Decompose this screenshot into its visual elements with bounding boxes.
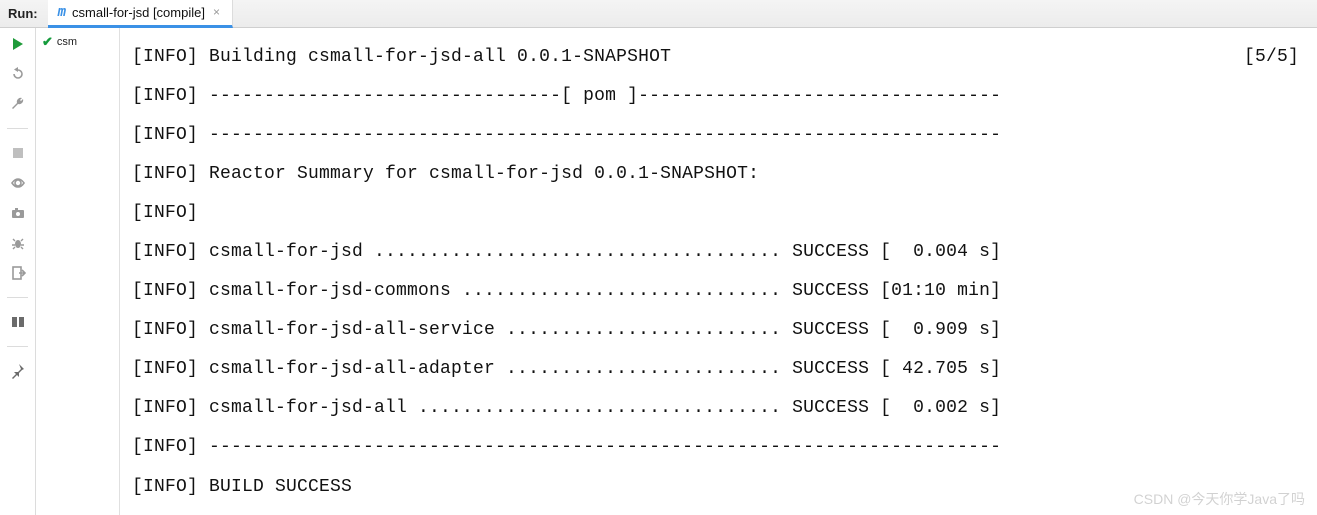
console-text-right: [5/5] — [1244, 38, 1299, 77]
separator — [7, 128, 28, 129]
console-line: [INFO] csmall-for-jsd-all ..............… — [132, 389, 1299, 428]
show-icon[interactable] — [8, 173, 28, 193]
pin-icon[interactable] — [8, 361, 28, 381]
console-line: [INFO] csmall-for-jsd-all-adapter ......… — [132, 350, 1299, 389]
bug-icon[interactable] — [8, 233, 28, 253]
console-text: [INFO] Building csmall-for-jsd-all 0.0.1… — [132, 38, 671, 77]
console-line: [INFO] csmall-for-jsd-all-service ......… — [132, 311, 1299, 350]
success-check-icon: ✔ — [42, 34, 53, 50]
rerun-icon[interactable] — [8, 64, 28, 84]
run-label: Run: — [6, 6, 48, 21]
exit-icon[interactable] — [8, 263, 28, 283]
tree-root-item[interactable]: ✔ csm — [38, 32, 117, 52]
console-text: [INFO] BUILD SUCCESS — [132, 468, 352, 507]
console-line: [INFO] Reactor Summary for csmall-for-js… — [132, 155, 1299, 194]
console-line: [INFO] — [132, 194, 1299, 233]
console-text: [INFO] csmall-for-jsd ..................… — [132, 233, 1001, 272]
separator — [7, 297, 28, 298]
camera-icon[interactable] — [8, 203, 28, 223]
console-line: [INFO] BUILD SUCCESS — [132, 468, 1299, 507]
maven-icon: m — [58, 5, 66, 19]
console-line: [INFO] Building csmall-for-jsd-all 0.0.1… — [132, 38, 1299, 77]
console-line: [INFO] --------------------------------[… — [132, 77, 1299, 116]
tree-item-label: csm — [57, 36, 77, 48]
tab-bar: Run: m csmall-for-jsd [compile] × — [0, 0, 1317, 28]
console-line: [INFO] csmall-for-jsd ..................… — [132, 233, 1299, 272]
console-text: [INFO] Reactor Summary for csmall-for-js… — [132, 155, 759, 194]
console-text: [INFO] csmall-for-jsd-all-adapter ......… — [132, 350, 1001, 389]
console-text: [INFO] --------------------------------[… — [132, 77, 1001, 116]
console-text: [INFO] ---------------------------------… — [132, 428, 1001, 467]
run-tree: ✔ csm — [36, 28, 120, 515]
console-line: [INFO] ---------------------------------… — [132, 116, 1299, 155]
action-toolbar — [0, 28, 36, 515]
run-tab[interactable]: m csmall-for-jsd [compile] × — [48, 0, 233, 28]
console-text: [INFO] csmall-for-jsd-all-service ......… — [132, 311, 1001, 350]
close-icon[interactable]: × — [211, 5, 222, 19]
stop-icon[interactable] — [8, 143, 28, 163]
console-output[interactable]: [INFO] Building csmall-for-jsd-all 0.0.1… — [120, 28, 1317, 515]
console-text: [INFO] csmall-for-jsd-all ..............… — [132, 389, 1001, 428]
console-line: [INFO] csmall-for-jsd-commons ..........… — [132, 272, 1299, 311]
layout-icon[interactable] — [8, 312, 28, 332]
tab-title: csmall-for-jsd [compile] — [72, 5, 205, 20]
run-icon[interactable] — [8, 34, 28, 54]
main-area: ✔ csm [INFO] Building csmall-for-jsd-all… — [0, 28, 1317, 515]
watermark-text: CSDN @今天你学Java了吗 — [1134, 489, 1305, 509]
console-text: [INFO] — [132, 194, 209, 233]
console-text: [INFO] ---------------------------------… — [132, 116, 1001, 155]
wrench-icon[interactable] — [8, 94, 28, 114]
console-text: [INFO] csmall-for-jsd-commons ..........… — [132, 272, 1001, 311]
separator — [7, 346, 28, 347]
console-line: [INFO] ---------------------------------… — [132, 428, 1299, 467]
